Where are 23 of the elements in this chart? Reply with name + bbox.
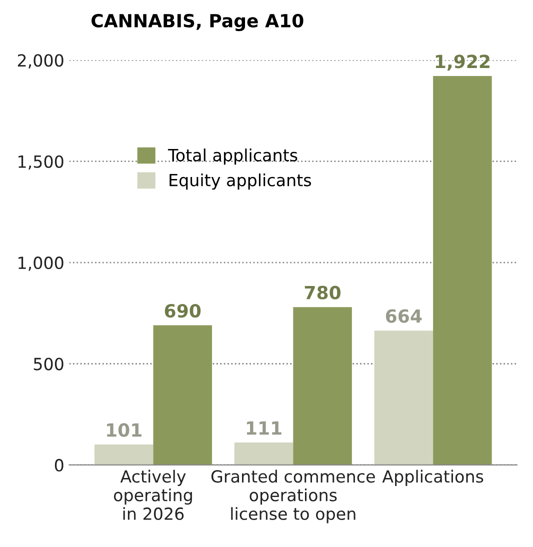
data-label: 690	[164, 304, 201, 318]
data-label: 664	[386, 309, 422, 323]
legend-label: Equity applicants	[170, 174, 311, 190]
bar	[234, 442, 294, 465]
chart-title: CANNABIS, Page A10	[92, 14, 304, 32]
y-tick-label: 1,500	[18, 155, 64, 170]
bar	[153, 325, 212, 465]
x-tick-label: Actively operating in 2026	[114, 470, 192, 520]
data-label: 780	[304, 286, 341, 300]
bar	[374, 330, 434, 465]
x-tick-label: Granted commence operations license to open	[211, 470, 375, 524]
y-tick-label: 500	[34, 358, 64, 370]
x-tick-label: Applications	[382, 470, 484, 486]
bar	[433, 76, 492, 465]
y-tick-label: 2,000	[18, 54, 64, 68]
y-tick-label: 0	[54, 458, 64, 472]
bar	[293, 307, 352, 465]
data-label: 101	[107, 423, 142, 437]
legend-label: Total applicants	[168, 148, 298, 165]
bar	[94, 444, 154, 465]
data-label: 111	[246, 421, 282, 435]
y-tick-label: 1,000	[18, 256, 64, 271]
data-label: 1,922	[436, 54, 490, 71]
